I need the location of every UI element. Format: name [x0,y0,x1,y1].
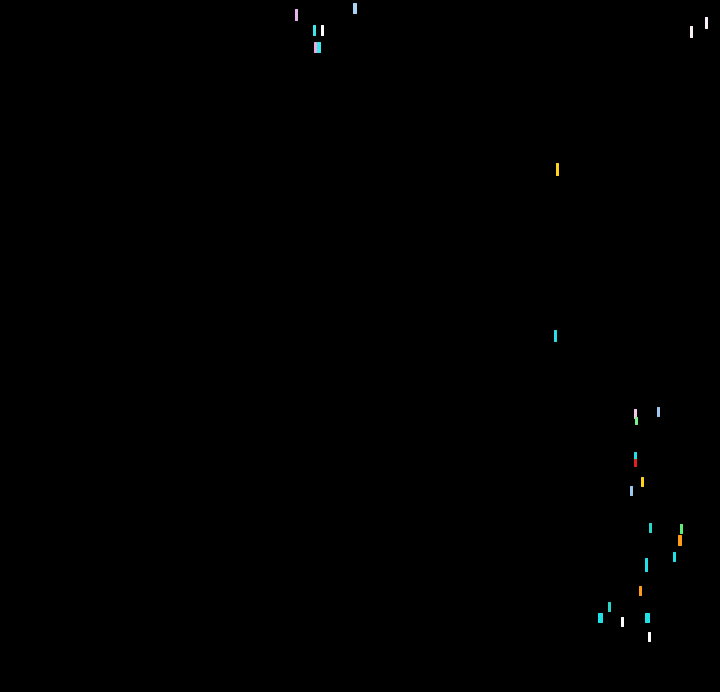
glyph-white-1 [321,25,324,36]
glyph-cyan-3 [554,330,557,342]
glyph-orange-2 [639,586,642,596]
glyph-red-1 [634,459,637,467]
glyph-violet-1 [295,9,298,21]
glyph-light-blue-2 [630,486,633,496]
glyph-pale-blue-1 [353,3,357,14]
glyph-cyan-4 [634,452,637,461]
glyph-cyan-5 [673,552,676,562]
glyph-white-4 [621,617,624,627]
glyph-green-2 [680,524,683,534]
glyph-white-5 [648,632,651,642]
glyph-green-1 [635,417,638,425]
glyph-cyan-7 [598,613,603,623]
glyph-cyan-1 [313,25,316,36]
glyph-teal-1 [649,523,652,533]
glyph-orange-1 [678,535,682,546]
glyph-cyan-8 [645,613,650,623]
glyph-yellow-1 [556,163,559,176]
glyph-cyan-6 [645,558,648,572]
glyph-white-3 [705,17,708,29]
glyph-teal-2 [608,602,611,612]
glyph-cyan-2 [317,42,321,53]
glyph-yellow-2 [641,477,644,487]
glyph-pink-1 [314,42,317,53]
glyph-light-blue-1 [657,407,660,417]
glyph-pink-2 [634,409,637,419]
glyph-white-2 [690,26,693,38]
